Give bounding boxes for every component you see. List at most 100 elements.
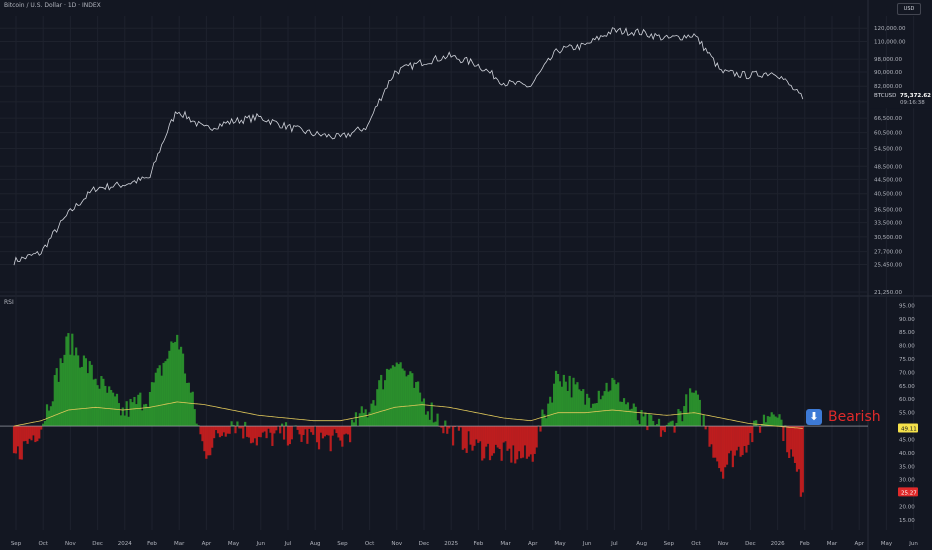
- rsi-bar-down: [481, 426, 484, 461]
- rsi-bar-up: [383, 380, 387, 427]
- rsi-bar-up: [53, 375, 56, 427]
- rsi-bar-up: [195, 423, 198, 427]
- rsi-bar-up: [145, 403, 148, 427]
- rsi-bar-up: [117, 403, 121, 427]
- rsi-bar-up: [630, 408, 633, 427]
- rsi-bar-up: [92, 379, 95, 427]
- rsi-bar-up: [415, 382, 418, 427]
- signal-label: Bearish: [828, 409, 881, 425]
- rsi-bar-up: [683, 406, 686, 427]
- rsi-bar-down: [535, 426, 538, 448]
- rsi-bar-down: [242, 426, 245, 439]
- rsi-bar-down: [727, 426, 731, 454]
- rsi-bar-up: [364, 409, 367, 427]
- rsi-bar-up: [148, 392, 152, 427]
- rsi-bar-up: [45, 404, 49, 427]
- rsi-bar-up: [650, 415, 653, 427]
- rsi-bar-down: [463, 426, 466, 449]
- rsi-bar-down: [795, 426, 799, 472]
- rsi-bar-up: [401, 368, 404, 427]
- rsi-tick-label: 90.00: [899, 317, 915, 323]
- rsi-bar-up: [376, 389, 379, 427]
- rsi-bar-down: [28, 426, 31, 439]
- rsi-tick-label: 75.00: [899, 357, 915, 363]
- rsi-bar-up: [403, 370, 406, 427]
- price-tick-label: 82,000.00: [874, 84, 902, 90]
- rsi-bar-up: [354, 412, 358, 427]
- rsi-bar-up: [576, 382, 579, 427]
- rsi-bar-down: [465, 426, 468, 453]
- rsi-bar-down: [216, 426, 220, 434]
- rsi-bar-up: [176, 334, 179, 427]
- rsi-bar-up: [94, 378, 97, 427]
- ma-value-label: 49.11: [901, 426, 917, 432]
- x-tick-label: May: [881, 541, 893, 547]
- rsi-tick-label: 15.00: [899, 518, 915, 524]
- rsi-bar-down: [741, 426, 744, 456]
- rsi-bar-up: [59, 358, 62, 427]
- rsi-bar-down: [339, 426, 342, 441]
- rsi-bar-up: [655, 424, 659, 427]
- rsi-bar-down: [521, 426, 525, 458]
- rsi-bar-up: [389, 368, 393, 427]
- rsi-bar-up: [597, 390, 600, 427]
- rsi-fill-layer: [12, 333, 804, 497]
- x-tick-label: Jul: [610, 541, 618, 547]
- rsi-bar-up: [675, 422, 678, 427]
- rsi-bar-up: [420, 401, 424, 427]
- x-tick-label: Mar: [500, 541, 511, 547]
- rsi-bar-up: [553, 383, 556, 427]
- rsi-bar-up: [648, 413, 651, 427]
- rsi-bar-up: [51, 401, 54, 427]
- rsi-bar-up: [129, 398, 132, 427]
- rsi-bar-up: [395, 362, 398, 427]
- rsi-bar-up: [102, 378, 105, 427]
- rsi-bar-down: [739, 426, 742, 457]
- rsi-bar-up: [568, 375, 571, 427]
- x-tick-label: 2026: [771, 541, 785, 547]
- rsi-bar-up: [605, 382, 608, 427]
- rsi-bar-down: [228, 426, 231, 434]
- rsi-bar-up: [619, 401, 622, 427]
- price-tick-label: 36,500.00: [874, 208, 902, 214]
- rsi-bar-up: [181, 353, 185, 427]
- rsi-bar-up: [61, 363, 64, 427]
- rsi-bar-up: [172, 342, 175, 427]
- rsi-bar-up: [230, 421, 233, 427]
- rsi-bar-up: [611, 377, 614, 427]
- rsi-bar-up: [385, 368, 389, 427]
- rsi-bar-down: [797, 426, 801, 470]
- rsi-value-tag: [898, 487, 918, 497]
- rsi-bar-up: [352, 422, 356, 427]
- rsi-bar-up: [702, 414, 705, 427]
- rsi-bar-up: [43, 421, 47, 427]
- currency-selector[interactable]: USD: [897, 3, 921, 15]
- rsi-bar-up: [67, 333, 70, 427]
- rsi-bar-up: [137, 394, 140, 427]
- rsi-bar-up: [696, 394, 699, 427]
- rsi-bar-up: [294, 425, 297, 427]
- rsi-bar-down: [788, 426, 791, 458]
- rsi-bar-down: [531, 426, 534, 462]
- rsi-bar-down: [329, 426, 332, 452]
- rsi-bar-up: [628, 409, 631, 427]
- rsi-bar-up: [679, 411, 682, 427]
- rsi-value-label: 25.27: [901, 490, 917, 496]
- rsi-bar-up: [409, 371, 412, 427]
- rsi-bar-down: [24, 426, 27, 441]
- rsi-bar-up: [578, 389, 581, 427]
- rsi-bar-up: [444, 420, 447, 427]
- price-tick-label: 27,700.00: [874, 250, 902, 256]
- rsi-bar-down: [504, 426, 507, 442]
- rsi-bar-down: [492, 426, 495, 454]
- price-tick-label: 44,500.00: [874, 177, 902, 183]
- rsi-bar-down: [349, 426, 352, 443]
- rsi-bar-up: [669, 421, 672, 427]
- rsi-bar-up: [191, 391, 194, 427]
- rsi-bar-up: [411, 373, 414, 427]
- rsi-bar-up: [90, 364, 93, 427]
- rsi-bar-up: [391, 365, 394, 427]
- rsi-bar-up: [77, 355, 80, 427]
- rsi-bar-down: [213, 426, 216, 439]
- rsi-bar-down: [525, 426, 529, 459]
